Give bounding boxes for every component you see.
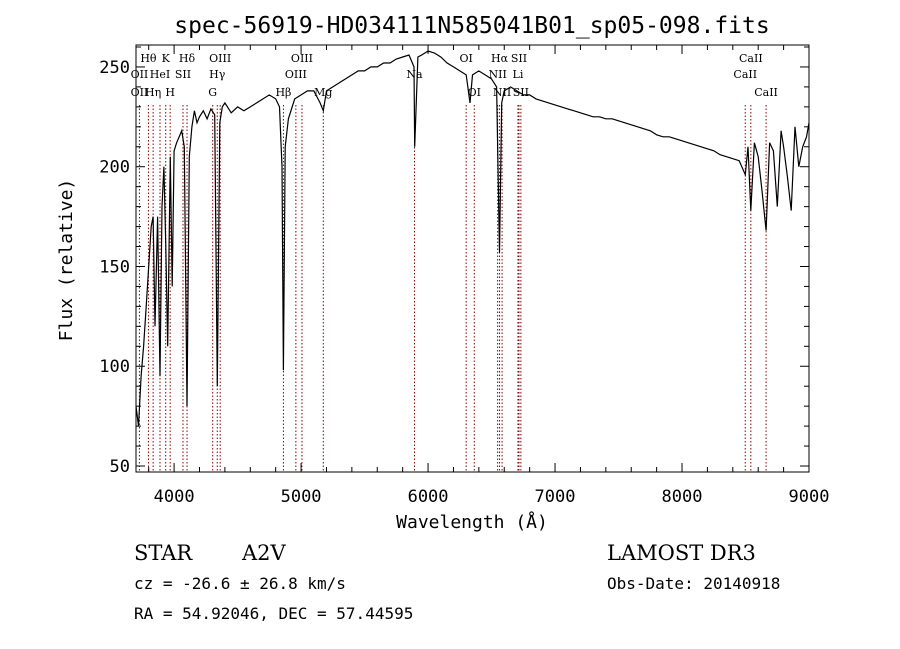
obs-date-text: Obs-Date: 20140918 <box>607 574 780 593</box>
radec-text: RA = 54.92046, DEC = 57.44595 <box>134 604 413 623</box>
line-marker-label: OIII <box>291 52 313 65</box>
object-class: STAR <box>134 541 193 565</box>
line-marker-label: CaII <box>754 86 778 99</box>
x-axis-label: Wavelength (Å) <box>396 511 548 533</box>
y-tick-label: 50 <box>110 457 130 477</box>
line-marker-label: CaII <box>733 68 757 81</box>
x-tick-label: 6000 <box>408 487 449 507</box>
plot-area: Hθ OII OII K HeI Hη H Hδ SII OIII Hγ G OIII OIII Hβ Mg N… <box>99 44 830 507</box>
line-marker-label: Mg <box>314 86 332 99</box>
object-subclass: A2V <box>241 541 287 565</box>
line-marker-label: NII <box>488 68 506 81</box>
y-tick-label: 100 <box>99 357 130 377</box>
line-marker-label: G <box>208 86 217 99</box>
x-tick-label: 7000 <box>535 487 576 507</box>
line-marker-label: Na <box>406 68 423 81</box>
chart-title: spec-56919-HD034111N585041B01_sp05-098.f… <box>174 13 769 39</box>
line-marker-label: Hθ <box>140 52 157 65</box>
line-marker-label: Hη <box>145 86 161 99</box>
line-marker-label: OII <box>131 86 149 99</box>
line-marker-label: HeI <box>150 68 170 81</box>
line-markers: Hθ OII OII K HeI Hη H Hδ SII OIII Hγ G OIII OIII Hβ Mg N… <box>131 52 778 472</box>
x-tick-label: 4000 <box>154 487 195 507</box>
line-marker-label: SII <box>513 86 529 99</box>
line-marker-label: OIII <box>209 52 231 65</box>
line-marker-label: OI <box>459 52 472 65</box>
y-tick-label: 250 <box>99 58 130 78</box>
line-marker-label: H <box>165 86 175 99</box>
line-marker-label: SII <box>175 68 191 81</box>
line-marker-label: SII <box>511 52 527 65</box>
line-marker-label: Li <box>513 68 524 81</box>
plot-frame <box>135 44 810 473</box>
survey-name: LAMOST DR3 <box>607 541 756 565</box>
line-marker-label: OII <box>131 68 149 81</box>
x-tick-label: 9000 <box>789 487 830 507</box>
y-axis-ticks: 50 100 150 200 250 <box>99 46 809 477</box>
x-tick-label: 8000 <box>662 487 703 507</box>
line-marker-label: CaII <box>739 52 763 65</box>
y-tick-label: 150 <box>99 257 130 277</box>
line-marker-label: Hα <box>491 52 509 65</box>
x-tick-label: 5000 <box>281 487 322 507</box>
line-marker-label: Hγ <box>209 68 226 81</box>
x-axis-ticks: 4000 5000 6000 7000 8000 9000 <box>148 45 830 507</box>
y-tick-label: 200 <box>99 158 130 178</box>
line-marker-label: Hβ <box>275 86 291 99</box>
y-axis-label: Flux (relative) <box>56 179 77 342</box>
redshift-text: cz = -26.6 ± 26.8 km/s <box>134 574 346 593</box>
line-marker-label: K <box>162 52 171 65</box>
line-marker-label: Hδ <box>179 52 196 65</box>
spectrum-line <box>135 50 810 427</box>
line-marker-label: OIII <box>285 68 307 81</box>
